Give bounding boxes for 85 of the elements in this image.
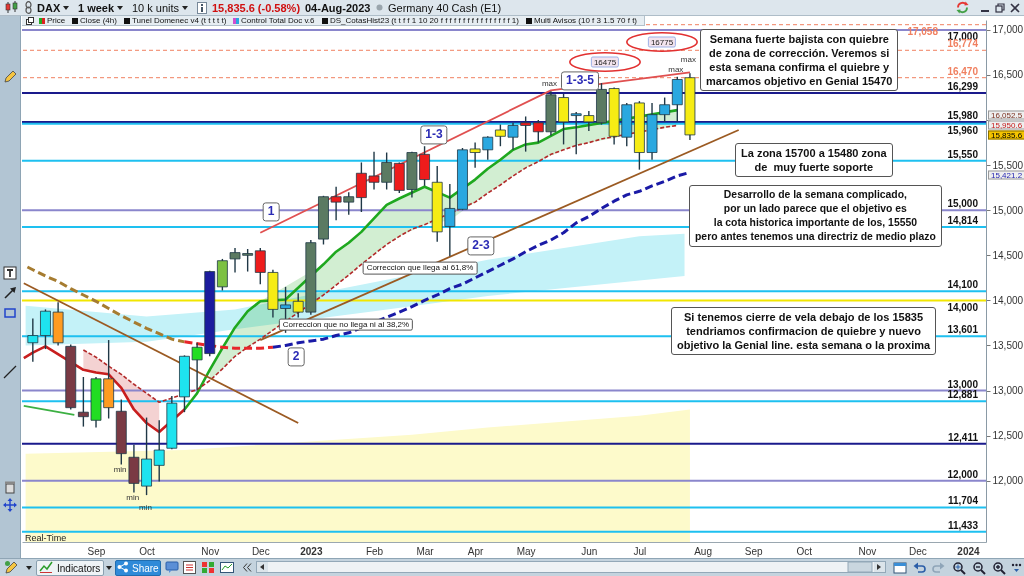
x-tick-label: Mar bbox=[416, 545, 435, 557]
x-tick-label: Sep bbox=[744, 545, 763, 557]
annotation: max bbox=[680, 54, 696, 65]
annotation: Price bbox=[47, 15, 66, 26]
x-tick-label: Nov bbox=[858, 545, 877, 557]
x-tick-label: 2023 bbox=[300, 545, 323, 557]
text: 15,421.2 bbox=[988, 170, 1024, 180]
annotation: Si tenemos cierre de vela debajo de los 15835 tendriamos confirmacion de quiebre y nuevo objetivo la Genial line. esta semana o la proxima bbox=[671, 307, 937, 355]
y-tick-label: 15,000 bbox=[992, 204, 1024, 216]
x-tick-label: May bbox=[516, 545, 536, 557]
y-tick-label: 13,500 bbox=[992, 339, 1024, 351]
annotation: DS_CotasHist23 (t t f f 1 10 20 f f f f f f f f f f f f f f f f 1) bbox=[330, 15, 519, 26]
x-tick-label: 2024 bbox=[957, 545, 981, 557]
ref-line-label: 15,960 bbox=[947, 125, 979, 137]
annotation: 2-3 bbox=[467, 236, 495, 256]
annotation: 16775 bbox=[647, 36, 677, 48]
chart-title: DAX bbox=[37, 2, 61, 15]
ref-line-label: 16,470 bbox=[947, 65, 979, 77]
annotation: Correccion que llega al 61,8% bbox=[362, 261, 478, 275]
annotation: 2 bbox=[287, 347, 305, 367]
annotation: Correccion que no llega ni al 38,2% bbox=[278, 318, 414, 331]
ref-line-label: 15,000 bbox=[947, 198, 979, 210]
x-tick-label: Dec bbox=[909, 545, 927, 557]
x-tick-label: Oct bbox=[139, 545, 156, 557]
ref-line-label: 14,814 bbox=[947, 215, 979, 226]
x-tick-label: Feb bbox=[365, 545, 384, 557]
annotation: min bbox=[138, 502, 152, 513]
y-tick-label: 15,500 bbox=[992, 159, 1024, 171]
y-tick-label: 14,500 bbox=[992, 249, 1024, 261]
x-tick-label: Dec bbox=[251, 545, 270, 557]
y-tick-label: 12,500 bbox=[992, 430, 1024, 442]
annotation: max bbox=[668, 64, 684, 75]
annotation: Real-Time bbox=[25, 533, 67, 544]
ref-line-label: 12,411 bbox=[947, 431, 979, 443]
ref-line-label: 13,601 bbox=[947, 324, 979, 336]
annotation: 16475 bbox=[590, 56, 620, 68]
ref-line-label: 14,000 bbox=[947, 301, 979, 313]
x-tick-label: Oct bbox=[796, 545, 813, 557]
candlestick bbox=[27, 317, 39, 363]
annotation: min bbox=[113, 464, 127, 475]
x-tick-label: Sep bbox=[87, 545, 106, 557]
ref-line-label: 15,550 bbox=[947, 148, 979, 160]
x-tick-label: Jun bbox=[581, 545, 598, 557]
ref-line-label: 12,881 bbox=[947, 389, 979, 401]
candlestick bbox=[153, 419, 165, 483]
annotation: max bbox=[541, 78, 558, 89]
text: 15,835.6 (-0.58%) bbox=[212, 2, 301, 15]
ref-line-label: 14,100 bbox=[947, 279, 979, 291]
line-series bbox=[25, 265, 186, 344]
ref-line-label: 11,433 bbox=[947, 519, 979, 531]
y-tick-label: 12,000 bbox=[992, 475, 1024, 487]
annotation: Close (4h) bbox=[80, 15, 117, 26]
text: 04-Aug-2023 bbox=[305, 2, 371, 15]
text: 10 k units bbox=[132, 2, 180, 15]
annotation: 1-3 bbox=[420, 125, 448, 145]
annotation: Control Total Doc v.6 bbox=[241, 15, 315, 26]
x-tick-label: Apr bbox=[467, 545, 485, 557]
y-tick-label: 14,000 bbox=[992, 294, 1024, 306]
indicators-button: Indicators bbox=[36, 560, 104, 576]
text: 16,052.5 bbox=[988, 110, 1024, 120]
x-tick-label: Nov bbox=[201, 545, 220, 557]
ref-line-label: 16,299 bbox=[947, 81, 979, 93]
text: 15,835.6 bbox=[988, 130, 1024, 140]
x-tick-label: Aug bbox=[694, 545, 712, 557]
annotation: 1-3-5 bbox=[560, 71, 600, 91]
annotation: La zona 15700 a 15480 zona de muy fuerte soporte bbox=[735, 143, 893, 177]
text: 1 week bbox=[78, 2, 115, 15]
text: 15,950.6 bbox=[988, 120, 1024, 129]
annotation: Semana fuerte bajista con quiebre de zona de corrección. Veremos si esta semana confirma el quiebre y marcamos objetivo en Genial 15470 bbox=[700, 29, 899, 91]
x-tick-label: Jul bbox=[633, 545, 647, 557]
share-button: Share bbox=[115, 560, 161, 576]
chart-subtitle: Germany 40 Cash (E1) bbox=[388, 2, 502, 15]
ref-line-label: 12,000 bbox=[947, 468, 979, 480]
annotation: Desarrollo de la semana complicado, por un lado parece que el objetivo es la cota historica importante de los, 15550 pero antes tenemos una directriz de medio plazo bbox=[689, 185, 942, 247]
annotation: Tunel Domenec v4 (t t t t t) bbox=[132, 15, 227, 26]
annotation: Multi Avisos (10 f 3 1.5 70 f t) bbox=[534, 15, 638, 26]
y-tick-label: 17,000 bbox=[992, 24, 1024, 36]
ref-line-label: 13,000 bbox=[947, 378, 979, 390]
annotation: min bbox=[126, 492, 140, 503]
ref-line-label: 11,704 bbox=[947, 495, 979, 507]
annotation: 1 bbox=[262, 202, 280, 222]
y-tick-label: 13,000 bbox=[992, 385, 1024, 397]
ref-line-label: 15,980 bbox=[947, 109, 979, 121]
line-series bbox=[82, 124, 679, 404]
y-tick-label: 16,500 bbox=[992, 69, 1024, 81]
